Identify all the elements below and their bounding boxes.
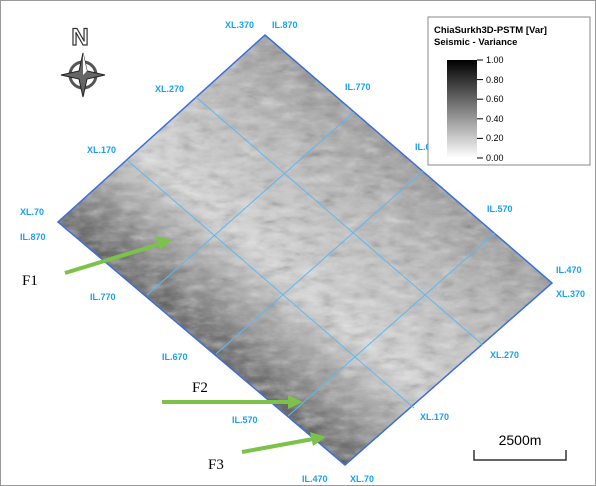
legend-tick: 0.40 — [486, 114, 504, 124]
grid-label: IL.570 — [487, 204, 513, 214]
grid-label: IL.870 — [20, 232, 46, 242]
fault-label: F1 — [22, 273, 38, 289]
grid-label: IL.770 — [345, 82, 371, 92]
fault-label: F2 — [192, 380, 208, 396]
grid-label: XL.370 — [556, 289, 585, 299]
legend-tick: 0.80 — [486, 75, 504, 85]
scale-label: 2500m — [499, 432, 542, 448]
legend-tick: 0.20 — [486, 133, 504, 143]
grid-label: XL.70 — [20, 207, 44, 217]
legend-subtitle: Seismic - Variance — [434, 37, 517, 48]
grid-label: XL.270 — [155, 84, 184, 94]
color-bar — [447, 60, 477, 158]
legend-title: ChiaSurkh3D-PSTM [Var] — [434, 25, 547, 36]
legend-tick: 0.00 — [486, 153, 504, 163]
map-view: XL.370 IL.870 XL.270 IL.770 XL.170 IL.67… — [0, 0, 596, 486]
grid-label: XL.370 — [225, 20, 254, 30]
legend: ChiaSurkh3D-PSTM [Var] Seismic - Varianc… — [428, 17, 590, 165]
grid-label: XL.70 — [350, 474, 374, 484]
compass-label: N — [71, 24, 88, 51]
grid-label: XL.170 — [87, 145, 116, 155]
grid-label: IL.470 — [556, 265, 582, 275]
legend-tick: 0.60 — [486, 94, 504, 104]
legend-tick: 1.00 — [486, 55, 504, 65]
grid-label: IL.870 — [272, 20, 298, 30]
grid-label: XL.270 — [490, 350, 519, 360]
fault-label: F3 — [208, 457, 224, 473]
grid-label: IL.570 — [232, 415, 258, 425]
grid-label: IL.470 — [302, 474, 328, 484]
grid-label: IL.670 — [162, 352, 188, 362]
grid-label: IL.770 — [90, 292, 116, 302]
grid-label: XL.170 — [420, 412, 449, 422]
